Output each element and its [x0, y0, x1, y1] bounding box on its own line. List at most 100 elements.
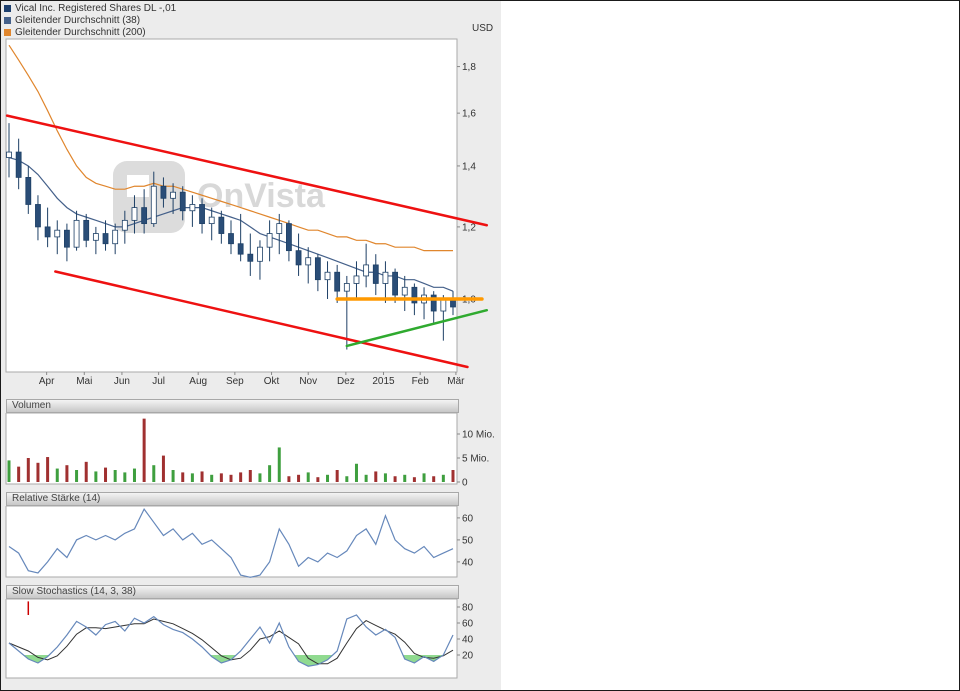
oversold-fill: [23, 655, 50, 663]
plot-area: [5, 506, 458, 578]
candle-body: [276, 223, 283, 234]
price-series-swatch: [4, 4, 11, 12]
volume-bar: [123, 472, 127, 482]
price-chart: OnVista1,81,61,41,21,0AprMaiJunJulAugSep…: [5, 38, 489, 387]
candle-body: [54, 229, 61, 238]
ma38-label: Gleitender Durchschnitt (38): [15, 14, 141, 26]
rsi-chart: 60 50 40: [5, 506, 474, 578]
watermark-text: OnVista: [197, 177, 326, 215]
ascending-support-green: [345, 308, 489, 348]
candle-body: [131, 207, 138, 221]
candle-body: [92, 233, 99, 241]
candle-body: [170, 191, 176, 199]
volume-bar: [403, 474, 407, 482]
volume-bar: [412, 477, 416, 482]
candle-body: [199, 204, 205, 225]
volume-bar: [432, 476, 436, 482]
volume-bar: [268, 465, 272, 482]
legend-item-ma38: Gleitender Durchschnitt (38): [4, 14, 176, 26]
volume-bar: [422, 473, 426, 482]
ma200-swatch: [4, 28, 11, 36]
y-tick-label: 50: [462, 535, 474, 546]
candle-body: [247, 253, 254, 262]
candle-body: [150, 185, 157, 225]
price-series-label: Vical Inc. Registered Shares DL -,01: [15, 2, 177, 14]
plot-area: [5, 413, 458, 485]
stochastics-panel-header: Slow Stochastics (14, 3, 38): [6, 585, 459, 599]
volume-bar: [152, 465, 156, 482]
x-tick-label: Okt: [264, 376, 280, 387]
plot-area: [5, 599, 458, 679]
rsi-line: [8, 507, 454, 578]
candle-body: [15, 151, 22, 178]
volume-bar: [210, 474, 214, 482]
volume-bar: [36, 462, 40, 482]
candle-body: [228, 233, 234, 245]
candle-body: [141, 207, 148, 225]
candle-body: [411, 286, 418, 304]
candle-body: [121, 219, 128, 231]
volume-bar: [258, 473, 262, 482]
volume-bar: [190, 473, 194, 482]
x-tick-label: 2015: [372, 376, 395, 387]
volume-bar: [326, 474, 330, 482]
x-tick-label: Dez: [337, 376, 355, 387]
volume-bar: [161, 455, 165, 482]
candle-body: [314, 257, 321, 281]
volume-bar: [277, 447, 281, 482]
y-tick-label: 1,2: [462, 222, 476, 233]
y-tick-label: 60: [462, 513, 474, 524]
y-tick-label: 10 Mio.: [462, 430, 495, 441]
candle-body: [343, 283, 350, 292]
candle-body: [179, 191, 186, 212]
candle-body: [64, 229, 70, 248]
volume-bar: [26, 458, 30, 482]
x-tick-label: Sep: [226, 376, 244, 387]
volume-bar: [239, 472, 243, 482]
candle-body: [430, 294, 437, 312]
volume-bar: [65, 465, 69, 482]
candle-body: [372, 264, 379, 284]
upper-channel-line: [5, 114, 489, 227]
volume-bar: [75, 470, 79, 482]
volume-bar: [181, 472, 185, 482]
candle-body: [35, 204, 41, 228]
volume-bar: [46, 457, 50, 482]
legend-item-price: Vical Inc. Registered Shares DL -,01: [4, 2, 176, 14]
candle-body: [266, 233, 273, 248]
candle-body: [83, 219, 90, 241]
candle-body: [305, 257, 312, 266]
candle-body: [6, 151, 12, 158]
rsi-panel-header: Relative Stärke (14): [6, 492, 459, 506]
ma200-label: Gleitender Durchschnitt (200): [15, 26, 146, 38]
x-tick-label: Mai: [76, 376, 92, 387]
ma38-line: [8, 156, 454, 292]
candle-body: [102, 233, 109, 245]
candle-body: [440, 298, 447, 312]
candle-body: [353, 275, 360, 284]
volume-bar: [393, 476, 397, 482]
volume-bar: [451, 470, 455, 482]
y-tick-label: 40: [462, 635, 474, 646]
y-tick-label: 5 Mio.: [462, 454, 489, 465]
stoch-k-line: [8, 614, 454, 667]
volume-bar: [248, 470, 252, 482]
legend-item-ma200: Gleitender Durchschnitt (200): [4, 26, 176, 38]
oversold-fill: [210, 655, 237, 663]
volume-bar: [354, 463, 358, 482]
volume-bar: [364, 474, 368, 482]
y-tick-label: 80: [462, 603, 474, 614]
candle-body: [189, 204, 196, 212]
candle-body: [286, 223, 292, 252]
x-tick-label: Aug: [189, 376, 207, 387]
y-tick-label: 60: [462, 619, 474, 630]
candle-body: [208, 216, 215, 225]
y-tick-label: 20: [462, 651, 474, 662]
volume-bar: [316, 477, 320, 482]
y-tick-label: 0: [462, 478, 468, 489]
candle-body: [363, 264, 370, 277]
volume-bar: [345, 476, 349, 482]
volume-bar: [383, 473, 387, 482]
plot-area: [5, 38, 458, 373]
